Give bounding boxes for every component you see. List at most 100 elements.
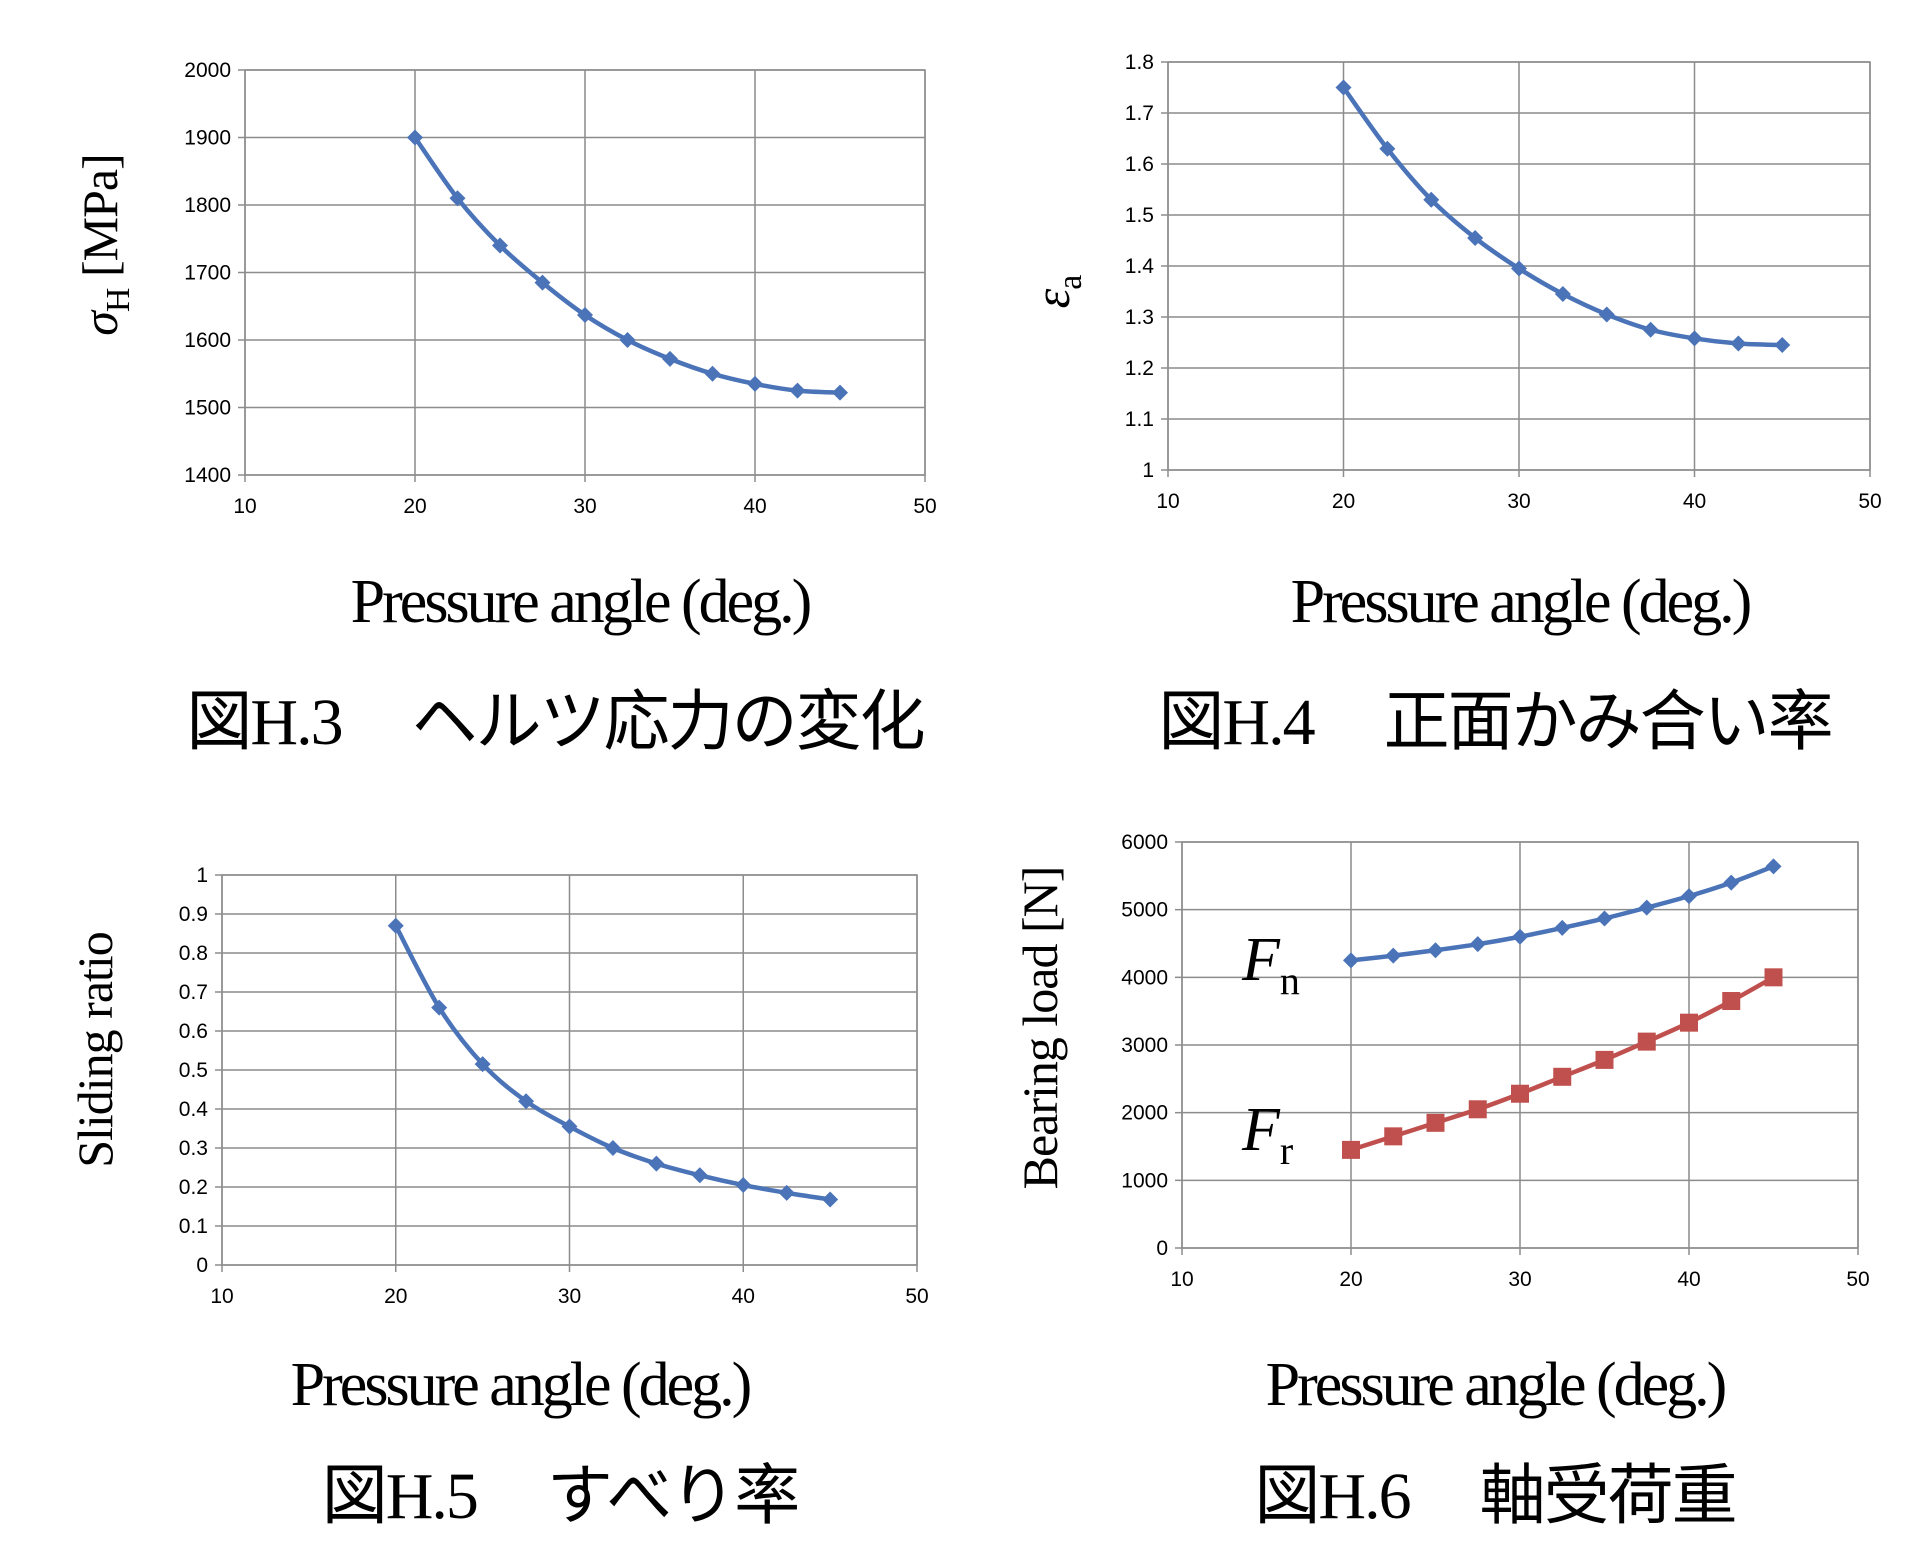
figure-number: 図H.4 — [1158, 686, 1315, 759]
data-point — [1385, 947, 1402, 964]
figure-number: 図H.3 — [186, 686, 343, 759]
y-tick-label: 1000 — [1121, 1169, 1168, 1192]
data-point — [1343, 952, 1359, 969]
data-point — [1467, 229, 1484, 246]
y-tick-label: 1500 — [184, 397, 231, 420]
y-tick-label: 0.7 — [179, 981, 208, 1004]
y-axis-label-subscript: H — [100, 288, 137, 313]
x-tick-label: 20 — [384, 1285, 407, 1308]
y-tick-label: 1.2 — [1125, 357, 1154, 380]
data-point — [1680, 1013, 1698, 1032]
y-axis-label-unit: Sliding ratio — [67, 932, 123, 1168]
data-point — [1722, 992, 1741, 1011]
y-tick-label: 1400 — [184, 464, 231, 487]
y-tick-label: 5000 — [1121, 899, 1168, 922]
y-tick-label: 0.6 — [179, 1020, 208, 1043]
x-tick-label: 10 — [233, 495, 256, 518]
data-point — [691, 1167, 708, 1184]
data-point — [431, 999, 448, 1016]
y-tick-label: 2000 — [184, 59, 231, 82]
data-point — [561, 1118, 578, 1135]
data-point — [1553, 1067, 1572, 1086]
x-tick-label: 40 — [732, 1285, 755, 1308]
data-point — [1342, 1140, 1360, 1159]
x-axis-label: Pressure angle (deg.) — [1265, 1351, 1728, 1419]
data-point — [1595, 1050, 1614, 1069]
figure-number: 図H.6 — [1254, 1460, 1411, 1533]
figure-caption-text: すべり率 — [546, 1460, 800, 1533]
data-point — [1637, 1032, 1656, 1051]
data-point — [1512, 928, 1528, 945]
chart-panel-h4: 1 1.1 1.2 1.3 1.4 1.5 1.6 1.7 1.8 10 20 30 40 50 εa P… — [960, 0, 1929, 770]
chart-h4-svg: 1 1.1 1.2 1.3 1.4 1.5 1.6 1.7 1.8 10 20 30 40 50 — [1125, 51, 1882, 513]
data-point — [577, 307, 593, 324]
x-tick-label: 50 — [905, 1285, 928, 1308]
x-axis-label: Pressure angle (deg.) — [350, 568, 813, 636]
y-tick-label: 1600 — [184, 329, 231, 352]
y-tick-label: 0.3 — [179, 1137, 208, 1160]
y-axis-label-symbol: σ — [72, 312, 128, 336]
y-axis-label: σH [MPa] — [71, 154, 137, 336]
y-axis-label: Sliding ratio — [66, 932, 124, 1168]
data-point — [1468, 1100, 1487, 1119]
y-tick-label: 1 — [1142, 459, 1154, 482]
data-point — [1427, 942, 1444, 959]
chart-panel-h5: 0 0.1 0.2 0.3 0.4 0.5 0.6 0.7 0.8 0.9 1 10 20 30 40 50 … — [0, 770, 960, 1541]
figure-caption-text: 軸受荷重 — [1479, 1460, 1738, 1533]
data-point — [492, 237, 508, 254]
y-tick-label: 1900 — [184, 127, 231, 150]
data-point — [1469, 936, 1486, 953]
data-point — [1554, 286, 1571, 303]
chart-panel-h6: 0 1000 2000 3000 4000 5000 6000 10 20 30 40 50 Bear… — [960, 770, 1929, 1541]
y-tick-label: 1.1 — [1125, 408, 1154, 431]
x-tick-label: 30 — [558, 1285, 581, 1308]
y-axis-label-symbol: ε — [1024, 289, 1080, 309]
figure-caption: 図H.5 すべり率 — [321, 1442, 801, 1538]
data-point — [1511, 1084, 1529, 1103]
x-tick-label: 50 — [1858, 490, 1881, 513]
y-tick-label: 0.2 — [179, 1176, 208, 1199]
y-tick-label: 3000 — [1121, 1034, 1168, 1057]
data-point — [789, 382, 806, 399]
series-label-fn: Fn — [1242, 925, 1300, 1003]
figure-caption: 図H.3 ヘルツ応力の変化 — [186, 668, 925, 764]
x-tick-label: 40 — [1683, 490, 1706, 513]
y-tick-label: 0.1 — [179, 1215, 208, 1238]
data-point — [832, 384, 848, 401]
data-point — [407, 129, 423, 146]
x-tick-label: 40 — [743, 495, 766, 518]
figure-number: 図H.5 — [321, 1460, 479, 1533]
data-point — [387, 917, 404, 934]
y-tick-label: 0 — [1156, 1237, 1168, 1260]
y-tick-label: 2000 — [1121, 1102, 1168, 1125]
y-tick-label: 1.8 — [1125, 51, 1154, 74]
data-point — [1642, 321, 1659, 338]
data-point — [1765, 858, 1782, 875]
y-tick-label: 0.5 — [179, 1059, 208, 1082]
y-axis-label: εa — [1023, 276, 1089, 309]
data-point — [1638, 899, 1655, 916]
data-point — [1384, 1127, 1403, 1146]
data-point — [619, 332, 636, 348]
data-point — [1511, 260, 1527, 277]
y-tick-label: 1.7 — [1125, 102, 1154, 125]
y-tick-label: 1.5 — [1125, 204, 1154, 227]
x-tick-label: 20 — [1332, 490, 1355, 513]
y-tick-label: 0 — [196, 1254, 208, 1277]
y-tick-label: 1.4 — [1125, 255, 1155, 278]
x-axis-label: Pressure angle (deg.) — [290, 1351, 753, 1419]
y-axis-label: Bearing load [N] — [1011, 867, 1069, 1190]
series-label-fr: Fr — [1242, 1095, 1293, 1173]
data-point — [735, 1177, 752, 1194]
x-axis-label: Pressure angle (deg.) — [1290, 568, 1753, 636]
x-tick-label: 20 — [403, 495, 426, 518]
data-point — [704, 365, 721, 382]
chart-h3-svg: 1400 1500 1600 1700 1800 1900 2000 10 20 30 40 50 — [184, 59, 936, 518]
data-point — [1598, 306, 1615, 323]
data-point — [518, 1093, 535, 1110]
data-point — [778, 1184, 795, 1201]
x-tick-label: 20 — [1339, 1268, 1362, 1291]
data-point — [822, 1191, 839, 1208]
y-tick-label: 1800 — [184, 194, 231, 217]
series-label-fr-main: F — [1242, 1096, 1280, 1164]
